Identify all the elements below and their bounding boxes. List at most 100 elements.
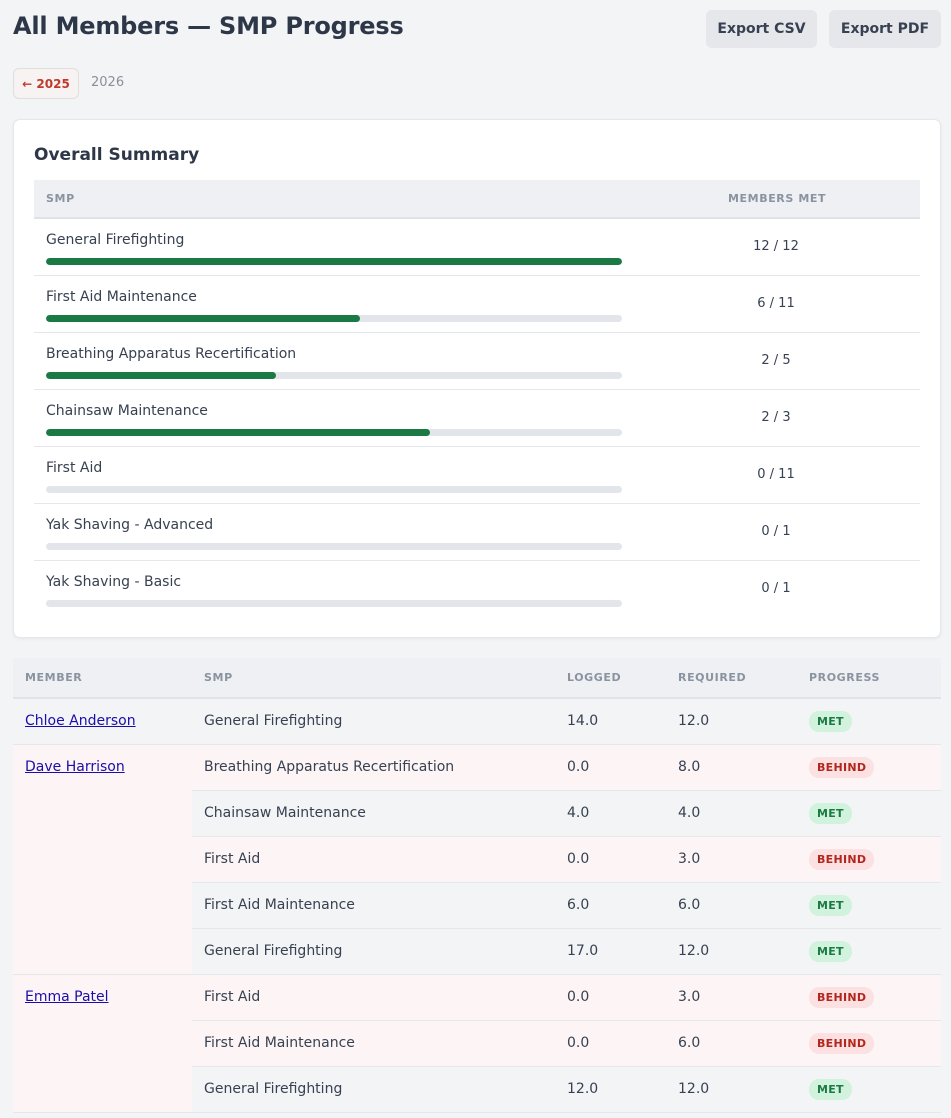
progress-cell: BEHIND — [797, 1020, 941, 1067]
summary-progress-fill — [46, 258, 622, 265]
summary-progress-bar — [46, 543, 622, 550]
summary-progress-bar — [46, 258, 622, 265]
progress-cell: BEHIND — [797, 744, 941, 791]
summary-row: Breathing Apparatus Recertification 2 / 5 — [34, 333, 920, 390]
summary-progress-bar — [46, 315, 622, 322]
logged-cell: 0.0 — [555, 1020, 666, 1067]
col-logged: LOGGED — [555, 658, 666, 699]
progress-cell: MET — [797, 790, 941, 837]
smp-cell: Chainsaw Maintenance — [192, 790, 555, 837]
summary-title: Overall Summary — [34, 145, 200, 165]
summary-progress-fill — [46, 315, 361, 322]
summary-col-members-met: MEMBERS MET — [728, 192, 827, 205]
logged-cell: 0.0 — [555, 836, 666, 883]
summary-smp-name: Yak Shaving - Advanced — [46, 517, 214, 533]
summary-smp-name: Chainsaw Maintenance — [46, 403, 208, 419]
summary-smp-name: First Aid — [46, 460, 103, 476]
required-cell: 4.0 — [666, 790, 797, 837]
smp-cell: General Firefighting — [192, 698, 555, 745]
required-cell: 8.0 — [666, 744, 797, 791]
col-smp: SMP — [192, 658, 555, 699]
status-badge: BEHIND — [809, 848, 875, 870]
table-row: General Firefighting 12.0 12.0 MET — [13, 1066, 941, 1113]
smp-cell: First Aid — [192, 836, 555, 883]
status-badge: BEHIND — [809, 756, 875, 778]
members-table-header: MEMBER SMP LOGGED REQUIRED PROGRESS — [13, 658, 941, 699]
smp-cell: First Aid Maintenance — [192, 1020, 555, 1067]
smp-cell: General Firefighting — [192, 928, 555, 975]
status-badge: MET — [809, 710, 852, 732]
summary-progress-fill — [46, 429, 430, 436]
status-badge: MET — [809, 894, 852, 916]
summary-members-met-count: 2 / 3 — [761, 410, 791, 425]
table-row: Chloe Anderson General Firefighting 14.0 12… — [13, 698, 941, 745]
logged-cell: 0.0 — [555, 974, 666, 1021]
table-row: General Firefighting 17.0 12.0 MET — [13, 928, 941, 975]
summary-smp-name: Yak Shaving - Basic — [46, 574, 182, 590]
export-csv-button[interactable]: Export CSV — [706, 10, 817, 48]
progress-cell: MET — [797, 1066, 941, 1113]
member-name-link[interactable]: Chloe Anderson — [25, 713, 136, 729]
page-title: All Members — SMP Progress — [13, 12, 404, 40]
col-required: REQUIRED — [666, 658, 797, 699]
member-name-link[interactable]: Dave Harrison — [25, 758, 125, 775]
logged-cell: 12.0 — [555, 1066, 666, 1113]
required-cell: 6.0 — [666, 1020, 797, 1067]
summary-progress-bar — [46, 372, 622, 379]
status-badge: MET — [809, 802, 852, 824]
summary-table-header: SMP MEMBERS MET — [34, 180, 920, 219]
required-cell: 3.0 — [666, 974, 797, 1021]
smp-cell: First Aid Maintenance — [192, 882, 555, 929]
summary-row: First Aid 0 / 11 — [34, 447, 920, 504]
summary-rows: General Firefighting 12 / 12 First Aid Mai… — [34, 219, 920, 618]
status-badge: MET — [809, 1078, 852, 1100]
progress-cell: MET — [797, 928, 941, 975]
status-badge: MET — [809, 940, 852, 962]
summary-row: Yak Shaving - Basic 0 / 1 — [34, 561, 920, 618]
logged-cell: 6.0 — [555, 882, 666, 929]
required-cell: 3.0 — [666, 836, 797, 883]
summary-members-met-count: 6 / 11 — [757, 296, 795, 311]
summary-row: Yak Shaving - Advanced 0 / 1 — [34, 504, 920, 561]
member-name-link[interactable]: Emma Patel — [25, 988, 109, 1005]
summary-row: Chainsaw Maintenance 2 / 3 — [34, 390, 920, 447]
logged-cell: 0.0 — [555, 744, 666, 791]
summary-progress-fill — [46, 372, 277, 379]
table-row: Chainsaw Maintenance 4.0 4.0 MET — [13, 790, 941, 837]
logged-cell: 17.0 — [555, 928, 666, 975]
logged-cell: 4.0 — [555, 790, 666, 837]
export-pdf-button[interactable]: Export PDF — [829, 10, 941, 48]
table-row: First Aid Maintenance 0.0 6.0 BEHIND — [13, 1020, 941, 1067]
table-row: First Aid Maintenance 6.0 6.0 MET — [13, 882, 941, 929]
summary-progress-bar — [46, 429, 622, 436]
required-cell: 6.0 — [666, 882, 797, 929]
members-table: MEMBER SMP LOGGED REQUIRED PROGRESS Chlo… — [13, 658, 941, 1113]
summary-members-met-count: 2 / 5 — [761, 353, 791, 368]
required-cell: 12.0 — [666, 1066, 797, 1113]
required-cell: 12.0 — [666, 698, 797, 745]
table-row: Emma Patel First Aid 0.0 3.0 BEHIND — [13, 974, 941, 1113]
summary-progress-bar — [46, 600, 622, 607]
summary-members-met-count: 12 / 12 — [753, 239, 799, 254]
logged-cell: 14.0 — [555, 698, 666, 745]
member-cell: Chloe Anderson — [13, 698, 192, 745]
summary-members-met-count: 0 / 1 — [761, 581, 791, 596]
progress-cell: BEHIND — [797, 836, 941, 883]
summary-row: First Aid Maintenance 6 / 11 — [34, 276, 920, 333]
summary-row: General Firefighting 12 / 12 — [34, 219, 920, 276]
smp-cell: First Aid — [192, 974, 555, 1021]
smp-cell: Breathing Apparatus Recertification — [192, 744, 555, 791]
table-row: First Aid 0.0 3.0 BEHIND — [13, 836, 941, 883]
smp-cell: General Firefighting — [192, 1066, 555, 1113]
summary-smp-name: General Firefighting — [46, 232, 185, 248]
status-badge: BEHIND — [809, 1032, 875, 1054]
summary-progress-bar — [46, 486, 622, 493]
member-cell: Emma Patel — [13, 974, 192, 1113]
summary-members-met-count: 0 / 11 — [757, 467, 795, 482]
progress-cell: MET — [797, 882, 941, 929]
previous-year-button[interactable]: ← 2025 — [13, 68, 79, 99]
summary-col-smp: SMP — [46, 192, 75, 205]
col-progress: PROGRESS — [797, 658, 941, 699]
status-badge: BEHIND — [809, 986, 875, 1008]
member-cell: Dave Harrison — [13, 744, 192, 975]
